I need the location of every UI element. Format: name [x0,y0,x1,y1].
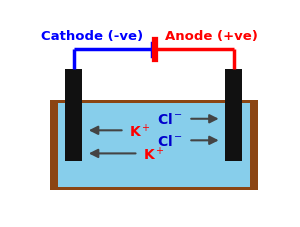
Text: Cl$^-$: Cl$^-$ [157,133,183,148]
Bar [58,104,250,187]
Text: Cathode (-ve): Cathode (-ve) [41,30,143,43]
Text: K$^+$: K$^+$ [129,122,151,139]
Text: K$^+$: K$^+$ [143,145,165,162]
Text: Cl$^-$: Cl$^-$ [157,112,183,127]
Bar [225,69,242,161]
Bar [50,100,258,190]
Bar [65,69,82,161]
Text: Anode (+ve): Anode (+ve) [165,30,258,43]
